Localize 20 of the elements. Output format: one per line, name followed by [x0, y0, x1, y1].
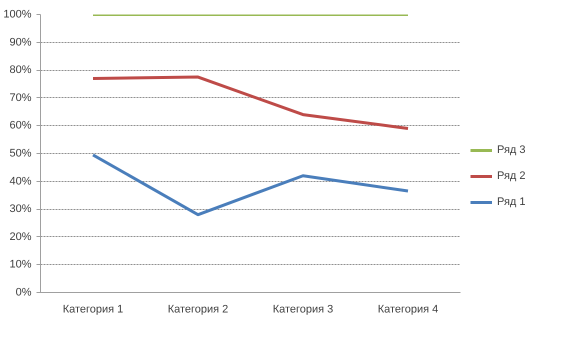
y-tick-label: 70% — [9, 92, 32, 104]
y-tick-label: 50% — [9, 148, 32, 160]
y-tick-label: 0% — [16, 286, 32, 298]
y-tick-label: 90% — [9, 36, 32, 48]
line-series — [92, 153, 410, 216]
y-tick-label: 20% — [9, 230, 32, 243]
legend-label: Ряд 1 — [497, 196, 526, 208]
y-tick-label: 60% — [9, 120, 32, 132]
y-tick-label: 10% — [9, 258, 32, 271]
x-tick-label: Категория 1 — [62, 304, 124, 316]
y-tick-label: 40% — [9, 175, 32, 188]
x-tick-label: Категория 4 — [378, 304, 438, 316]
y-tick-label: 100% — [3, 8, 32, 20]
legend-label: Ряд 3 — [497, 144, 526, 156]
y-tick-label: 30% — [9, 203, 32, 216]
x-tick-label: Категория 3 — [272, 304, 334, 316]
legend-label: Ряд 2 — [497, 170, 526, 182]
line-series — [92, 76, 410, 130]
x-tick-label: Категория 2 — [168, 304, 228, 316]
y-tick-label: 80% — [9, 64, 32, 76]
